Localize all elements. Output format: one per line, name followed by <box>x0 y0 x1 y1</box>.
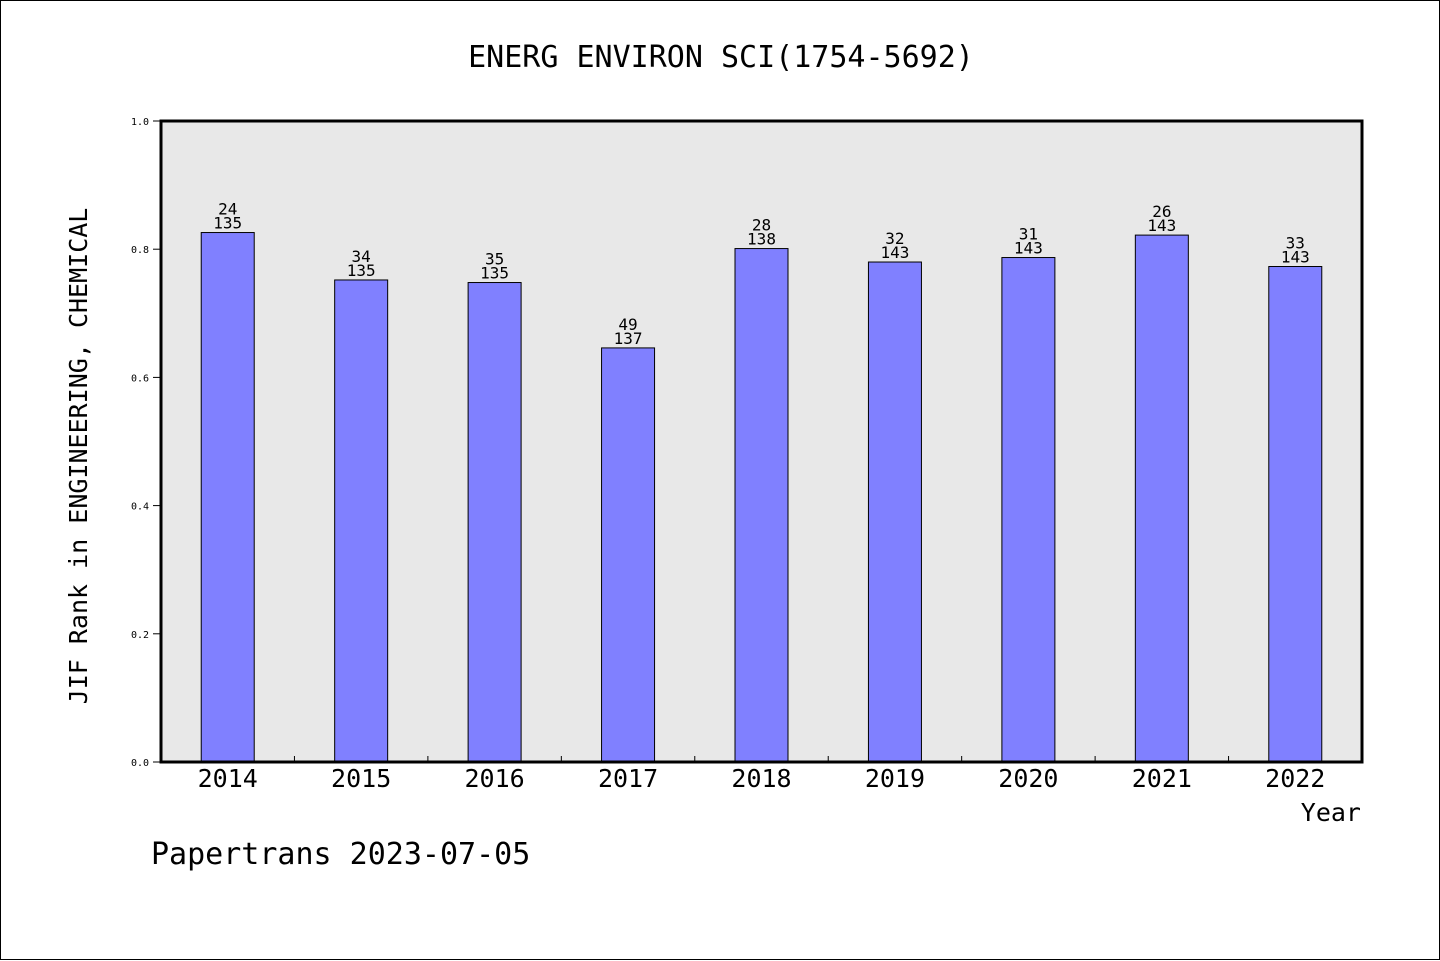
x-tick-label: 2021 <box>1132 764 1192 793</box>
bar-total-label: 135 <box>213 214 242 233</box>
y-tick-label: 0.0 <box>131 758 149 769</box>
bar-rank-label: 33 <box>1286 234 1305 253</box>
y-tick-label: 0.2 <box>131 630 149 641</box>
x-tick-label: 2022 <box>1265 764 1325 793</box>
bar-2020 <box>1001 257 1056 763</box>
bar-rank-label: 34 <box>352 247 371 266</box>
bar-total-label: 143 <box>880 243 909 262</box>
chart-title: ENERG ENVIRON SCI(1754-5692) <box>468 40 974 75</box>
plot-border <box>159 119 1364 764</box>
y-tick-label: 0.6 <box>131 373 149 384</box>
bar-rank-label: 31 <box>1019 225 1038 244</box>
y-axis: 0.0 0.2 0.4 0.6 0.8 1.0 <box>131 117 161 769</box>
x-tick-label: 2017 <box>598 764 658 793</box>
bar-total-label: 143 <box>1147 216 1176 235</box>
x-axis: 2014 2015 2016 2017 2018 2019 2020 2021 2022 <box>198 756 1325 793</box>
y-axis-label: JIF Rank in ENGINEERING, CHEMICAL <box>64 208 93 705</box>
bar-total-label: 143 <box>1281 248 1310 267</box>
bar-2019 <box>867 261 922 763</box>
bar-rank-label: 32 <box>885 229 904 248</box>
bar-rank-label: 49 <box>618 315 637 334</box>
bar-rank-label: 26 <box>1152 202 1171 221</box>
x-tick-label: 2018 <box>731 764 791 793</box>
x-axis-label: Year <box>1301 798 1361 827</box>
bar-total-label: 135 <box>480 264 509 283</box>
x-tick-label: 2015 <box>331 764 391 793</box>
bar-2014 <box>200 232 255 763</box>
bar-group <box>200 232 1323 763</box>
bar-rank-label: 35 <box>485 250 504 269</box>
bar-total-label: 143 <box>1014 239 1043 258</box>
bar-2021 <box>1134 234 1189 763</box>
bar-total-label: 137 <box>614 329 643 348</box>
bar-total-label: 135 <box>347 261 376 280</box>
bar-rank-label: 28 <box>752 216 771 235</box>
bar-2015 <box>334 279 389 763</box>
footer-source-date: Papertrans 2023-07-05 <box>151 837 530 872</box>
x-tick-label: 2014 <box>198 764 258 793</box>
x-tick-label: 2020 <box>998 764 1058 793</box>
bar-total-label: 138 <box>747 230 776 249</box>
bar-2018 <box>734 248 789 763</box>
y-tick-label: 0.4 <box>131 502 149 513</box>
x-tick-label: 2016 <box>465 764 525 793</box>
bar-2022 <box>1268 266 1323 763</box>
bar-rank-label: 24 <box>218 200 237 219</box>
y-tick-label: 0.8 <box>131 245 149 256</box>
y-tick-label: 1.0 <box>131 117 149 128</box>
bar-2016 <box>467 282 522 763</box>
bar-2017 <box>601 347 656 763</box>
x-tick-label: 2019 <box>865 764 925 793</box>
